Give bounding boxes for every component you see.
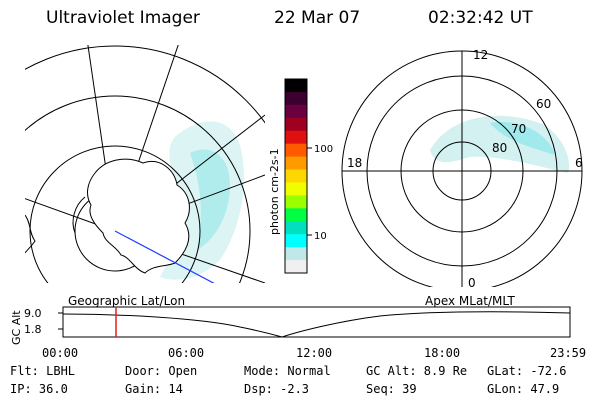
colorbar-tick-10: 10 [314, 231, 327, 242]
colorbar-gradient [285, 79, 307, 274]
filter-field: Flt: LBHL [10, 364, 76, 378]
colorbar-segment [285, 104, 307, 119]
xtick-0000: 00:00 [42, 346, 79, 360]
observation-date: 22 Mar 07 [274, 8, 361, 28]
observation-time: 02:32:42 UT [428, 8, 533, 28]
colorbar-segment [285, 260, 307, 274]
glon-field: GLon: 47.9 [487, 382, 560, 396]
colorbar-segment [285, 143, 307, 158]
lat-label-80: 80 [492, 141, 507, 155]
seq-field: Seq: 39 [366, 382, 417, 396]
colorbar-tick-100: 100 [314, 144, 333, 155]
colorbar-segment [285, 208, 307, 222]
mlt-label-6: 6 [575, 156, 583, 170]
colorbar-segment [285, 182, 307, 196]
geographic-map [25, 45, 265, 283]
colorbar-segment [285, 221, 307, 235]
mlt-label-18: 18 [347, 156, 362, 170]
altitude-ytick-high: 9.0 [24, 307, 42, 320]
altitude-ytick-low: 1.8 [24, 323, 42, 336]
polar-plot: 12 18 6 0 60 70 80 [341, 48, 583, 287]
lat-label-60: 60 [536, 97, 551, 111]
mlt-label-12: 12 [473, 48, 488, 62]
colorbar-segment [285, 234, 307, 248]
colorbar-segment [285, 156, 307, 171]
dsp-field: Dsp: -2.3 [244, 382, 310, 396]
colorbar-segment [285, 247, 307, 261]
xtick-2359: 23:59 [550, 346, 587, 360]
xtick-0600: 06:00 [168, 346, 205, 360]
gain-field: Gain: 14 [125, 382, 183, 396]
mode-field: Mode: Normal [244, 364, 331, 378]
lat-label-70: 70 [511, 122, 526, 136]
colorbar-segment [285, 169, 307, 183]
colorbar-segment [285, 130, 307, 145]
mlt-label-0: 0 [468, 276, 476, 287]
door-field: Door: Open [125, 364, 198, 378]
gc-alt-field: GC Alt: 8.9 Re [366, 364, 468, 378]
geographic-label: Geographic Lat/Lon [68, 294, 186, 308]
glat-field: GLat: -72.6 [487, 364, 567, 378]
colorbar-segment [285, 79, 307, 93]
instrument-title: Ultraviolet Imager [46, 8, 200, 28]
ip-field: IP: 36.0 [10, 382, 68, 396]
xtick-1200: 12:00 [296, 346, 333, 360]
altitude-ylabel: GC Alt [10, 310, 23, 345]
colorbar-segment [285, 117, 307, 132]
colorbar-segment [285, 195, 307, 209]
colorbar-label: photon cm-2s-1 [268, 148, 281, 235]
altitude-plot: GC Alt 9.0 1.8 [10, 306, 571, 345]
colorbar-segment [285, 91, 307, 106]
xtick-1800: 18:00 [424, 346, 461, 360]
apex-label: Apex MLat/MLT [425, 294, 515, 308]
colorbar: 100 10 photon cm-2s-1 [268, 78, 333, 274]
